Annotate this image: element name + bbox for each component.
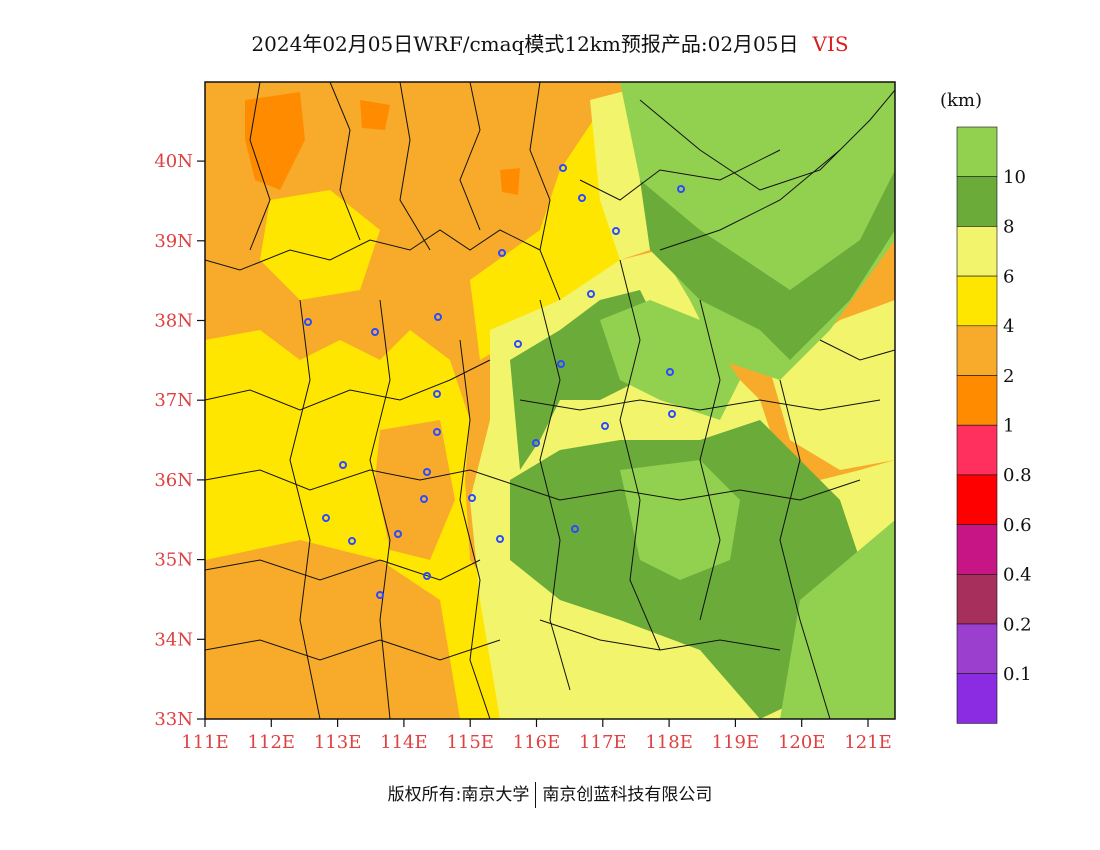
legend-color-swatch bbox=[956, 424, 998, 476]
city-marker bbox=[666, 368, 674, 376]
city-marker bbox=[612, 227, 620, 235]
latitude-axis: 33N 34N 35N 36N 37N 38N 39N 40N bbox=[154, 151, 205, 730]
lon-tick-label: 112E bbox=[248, 732, 296, 753]
legend-color-swatch bbox=[956, 623, 998, 675]
legend-label: 0.2 bbox=[1003, 614, 1032, 635]
city-marker bbox=[532, 439, 540, 447]
lon-tick-label: 119E bbox=[712, 732, 760, 753]
city-marker bbox=[496, 535, 504, 543]
lon-tick-label: 114E bbox=[380, 732, 428, 753]
title-text: 2024年02月05日WRF/cmaq模式12km预报产品:02月05日 bbox=[251, 32, 799, 56]
variable-label: VIS bbox=[812, 32, 849, 56]
vis-zone-over-10km-inner-b bbox=[620, 460, 740, 580]
city-marker bbox=[668, 410, 676, 418]
city-markers bbox=[304, 164, 685, 599]
legend-label: 2 bbox=[1003, 366, 1014, 387]
city-marker bbox=[423, 468, 431, 476]
vis-zone-over-10km-inner bbox=[600, 300, 740, 420]
lat-tick-label: 34N bbox=[154, 629, 193, 650]
vis-zone-4-6km-b bbox=[260, 190, 380, 300]
copyright-right: 南京创蓝科技有限公司 bbox=[542, 785, 713, 805]
lat-tick-label: 37N bbox=[154, 390, 193, 411]
city-marker bbox=[434, 313, 442, 321]
legend-color-swatch bbox=[956, 126, 998, 178]
lon-tick-label: 113E bbox=[314, 732, 362, 753]
vis-zone-8-10km-band bbox=[640, 170, 895, 360]
lon-tick-label: 117E bbox=[579, 732, 627, 753]
city-marker bbox=[601, 422, 609, 430]
legend-color-swatch bbox=[956, 176, 998, 227]
city-marker bbox=[468, 494, 476, 502]
city-marker bbox=[587, 290, 595, 298]
legend-color-swatch bbox=[956, 375, 998, 426]
lat-tick-label: 38N bbox=[154, 311, 193, 332]
legend-color-swatch bbox=[956, 474, 998, 525]
city-marker bbox=[348, 537, 356, 545]
city-marker bbox=[423, 572, 431, 580]
vis-zone-6-8km-east bbox=[770, 300, 895, 470]
visibility-field bbox=[205, 82, 895, 719]
legend-label: 4 bbox=[1003, 316, 1014, 337]
legend-label: 0.1 bbox=[1003, 664, 1032, 685]
lat-tick-label: 35N bbox=[154, 550, 193, 571]
legend-color-swatch bbox=[956, 573, 998, 625]
map-title: 2024年02月05日WRF/cmaq模式12km预报产品:02月05日 VIS bbox=[0, 28, 1100, 57]
legend-colorbar: 10 8 6 4 2 1 0.8 0.6 0.4 0.2 0.1 bbox=[956, 126, 1032, 724]
footer-separator bbox=[535, 782, 537, 808]
lon-tick-label: 121E bbox=[844, 732, 892, 753]
city-marker bbox=[376, 591, 384, 599]
city-marker bbox=[420, 495, 428, 503]
city-marker bbox=[339, 461, 347, 469]
vis-zone-over-10km-se bbox=[780, 520, 895, 719]
legend-label: 0.4 bbox=[1003, 565, 1032, 586]
city-marker bbox=[578, 194, 586, 202]
city-marker bbox=[559, 164, 567, 172]
city-marker bbox=[304, 318, 312, 326]
legend-label: 10 bbox=[1003, 167, 1026, 188]
lat-tick-label: 39N bbox=[154, 231, 193, 252]
copyright-left: 版权所有:南京大学 bbox=[387, 785, 530, 805]
city-marker bbox=[498, 249, 506, 257]
vis-zone-1-2km-b bbox=[360, 100, 390, 130]
lon-tick-label: 116E bbox=[513, 732, 561, 753]
boundary-lines bbox=[205, 82, 895, 719]
lon-tick-label: 115E bbox=[446, 732, 494, 753]
legend-color-swatch bbox=[956, 226, 998, 277]
lat-tick-label: 33N bbox=[154, 709, 193, 730]
legend-color-swatch bbox=[956, 524, 998, 575]
legend-unit: (km) bbox=[940, 90, 983, 111]
city-marker bbox=[433, 428, 441, 436]
vis-zone-1-2km bbox=[245, 92, 305, 190]
longitude-axis: 111E 112E 113E 114E 115E 116E 117E 118E 119E 120E… bbox=[181, 719, 892, 753]
legend-label: 0.8 bbox=[1003, 465, 1032, 486]
copyright-footer: 版权所有:南京大学 南京创蓝科技有限公司 bbox=[0, 780, 1100, 808]
lon-tick-label: 118E bbox=[645, 732, 693, 753]
legend-color-swatch bbox=[956, 275, 998, 327]
city-marker bbox=[322, 514, 330, 522]
vis-zone-2-4km-mid bbox=[375, 420, 455, 560]
lon-tick-label: 111E bbox=[181, 732, 229, 753]
legend-label: 0.6 bbox=[1003, 515, 1032, 536]
city-marker bbox=[677, 185, 685, 193]
lon-tick-label: 120E bbox=[778, 732, 826, 753]
legend-color-swatch bbox=[956, 673, 998, 724]
legend-label: 8 bbox=[1003, 217, 1014, 238]
city-marker bbox=[433, 390, 441, 398]
city-marker bbox=[514, 340, 522, 348]
legend-label: 6 bbox=[1003, 266, 1014, 287]
city-marker bbox=[371, 328, 379, 336]
vis-zone-1-2km-c bbox=[500, 168, 520, 195]
legend-label: 1 bbox=[1003, 416, 1014, 437]
vis-zone-2-4km-south bbox=[205, 540, 460, 719]
city-marker bbox=[394, 530, 402, 538]
legend-color-swatch bbox=[956, 325, 998, 376]
lat-tick-label: 36N bbox=[154, 470, 193, 491]
lat-tick-label: 40N bbox=[154, 151, 193, 172]
city-marker bbox=[571, 525, 579, 533]
city-marker bbox=[557, 360, 565, 368]
